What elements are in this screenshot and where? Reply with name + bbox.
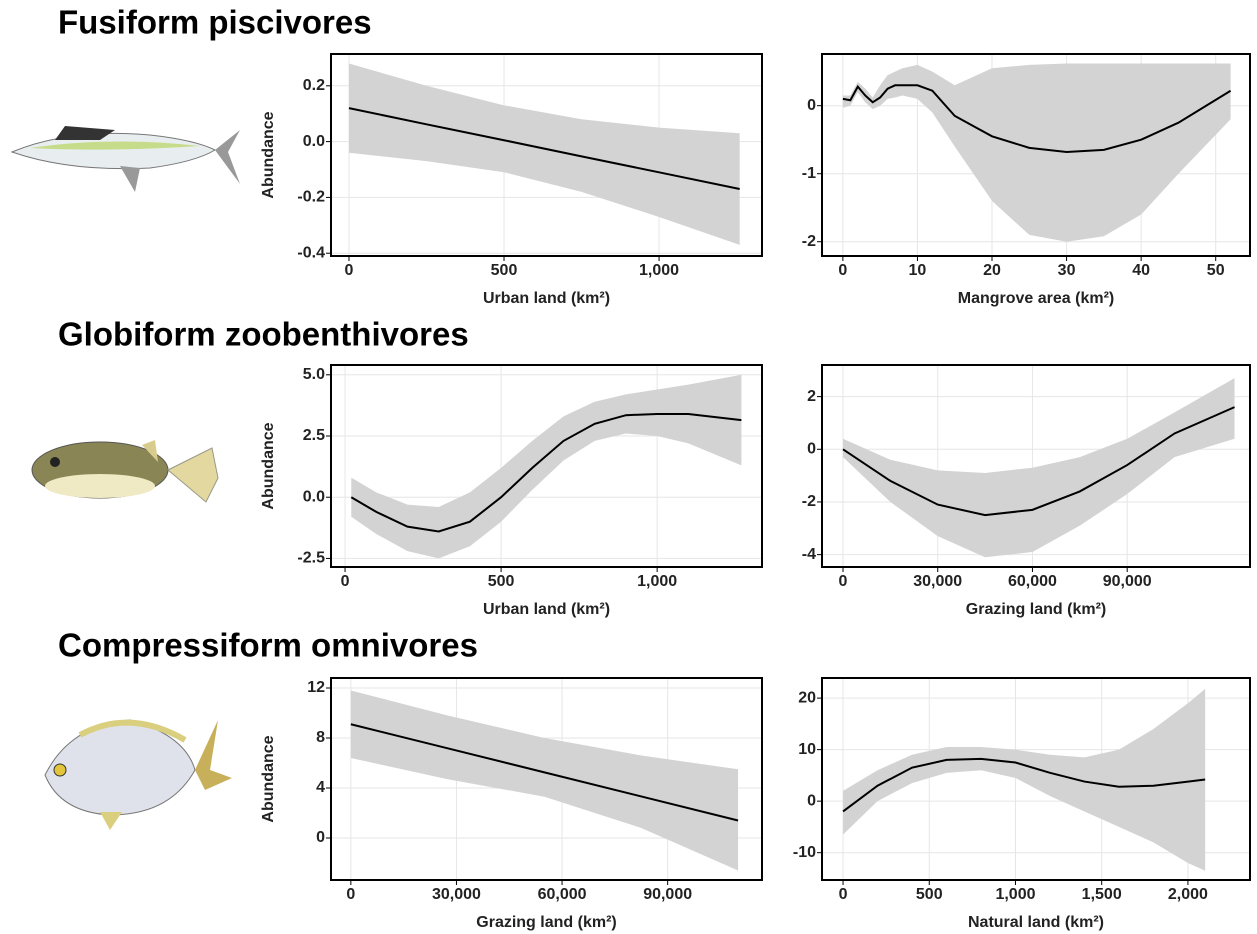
y-tick-label: -1: [802, 165, 816, 182]
x-tick-label: 10: [909, 262, 927, 279]
x-tick-label: 50: [1207, 262, 1225, 279]
x-tick-label: 0: [341, 573, 350, 590]
section-title: Globiform zoobenthivores: [58, 316, 469, 353]
x-axis-label: Grazing land (km²): [966, 601, 1106, 618]
x-axis-label: Urban land (km²): [483, 601, 610, 618]
confidence-band: [843, 689, 1205, 871]
x-tick-label: 0: [345, 262, 354, 279]
fish-illustration: [45, 720, 232, 830]
y-axis-label: Abundance: [260, 422, 277, 509]
panel: 0 30,000 60,000 90,000 0 4 8 12 Grazing land (km…: [260, 678, 762, 931]
x-tick-label: 500: [491, 262, 518, 279]
x-tick-label: 40: [1132, 262, 1150, 279]
confidence-band: [843, 64, 1231, 242]
y-tick-label: 8: [316, 729, 325, 746]
y-tick-label: 2.5: [303, 427, 325, 444]
y-tick-label: 4: [316, 779, 325, 796]
y-tick-label: -0.2: [297, 189, 325, 206]
y-tick-label: 0.0: [303, 488, 325, 505]
section-title: Fusiform piscivores: [58, 4, 372, 41]
x-tick-label: 60,000: [1008, 573, 1057, 590]
y-axis-label: Abundance: [260, 111, 277, 198]
y-tick-label: -2: [802, 233, 816, 250]
x-tick-label: 1,000: [639, 262, 679, 279]
x-tick-label: 60,000: [538, 886, 587, 903]
confidence-band: [843, 378, 1235, 557]
y-tick-label: -2.5: [297, 550, 325, 567]
confidence-band: [349, 63, 740, 244]
x-tick-label: 90,000: [1103, 573, 1152, 590]
y-tick-label: 0.0: [303, 133, 325, 150]
y-tick-label: -4: [802, 546, 816, 563]
y-tick-label: -10: [793, 844, 816, 861]
y-tick-label: 20: [798, 689, 816, 706]
confidence-band: [351, 691, 738, 871]
y-tick-label: 10: [798, 741, 816, 758]
x-tick-label: 30,000: [913, 573, 962, 590]
fish-illustration: [12, 126, 240, 192]
x-tick-label: 20: [983, 262, 1001, 279]
y-tick-label: 12: [307, 679, 325, 696]
x-tick-label: 0: [838, 262, 847, 279]
x-tick-label: 500: [916, 886, 943, 903]
x-tick-label: 1,500: [1082, 886, 1122, 903]
y-tick-label: 0: [316, 829, 325, 846]
figure: Fusiform piscivores Globiform zoobenthiv…: [0, 0, 1257, 934]
y-tick-label: -0.4: [297, 244, 325, 261]
x-tick-label: 30,000: [432, 886, 481, 903]
x-tick-label: 0: [839, 573, 848, 590]
x-axis-label: Urban land (km²): [483, 290, 610, 307]
panel: 0 500 1,000 -2.5 0.0 2.5 5.0 Urban land (km²) Ab…: [260, 365, 762, 618]
y-tick-label: 0: [807, 440, 816, 457]
y-axis-label: Abundance: [260, 735, 277, 822]
x-axis-label: Grazing land (km²): [476, 914, 616, 931]
x-axis-label: Natural land (km²): [968, 914, 1104, 931]
panel: 0 500 1,000 -0.4 -0.2 0.0 0.2 Urban land (km²) A…: [260, 54, 762, 307]
panel: 0 500 1,000 1,500 2,000 -10 0 10 20 Natural land …: [793, 678, 1250, 931]
y-tick-label: -2: [802, 493, 816, 510]
y-tick-label: 5.0: [303, 366, 325, 383]
y-tick-label: 2: [807, 388, 816, 405]
y-tick-label: 0: [807, 792, 816, 809]
x-axis-label: Mangrove area (km²): [958, 290, 1115, 307]
panel: 0 30,000 60,000 90,000 -4 -2 0 2 Grazing land (k…: [802, 365, 1250, 618]
y-tick-label: 0: [807, 97, 816, 114]
x-tick-label: 90,000: [643, 886, 692, 903]
fish-illustration: [32, 440, 218, 502]
section-title: Compressiform omnivores: [58, 627, 478, 664]
x-tick-label: 2,000: [1168, 886, 1208, 903]
x-tick-label: 1,000: [995, 886, 1035, 903]
panel: 0 10 20 30 40 50 -2 -1 0 Mangrove area (km²): [802, 54, 1250, 307]
x-tick-label: 30: [1058, 262, 1076, 279]
confidence-band: [351, 375, 741, 559]
x-tick-label: 500: [488, 573, 515, 590]
x-tick-label: 0: [346, 886, 355, 903]
x-tick-label: 1,000: [637, 573, 677, 590]
x-tick-label: 0: [839, 886, 848, 903]
y-tick-label: 0.2: [303, 77, 325, 94]
